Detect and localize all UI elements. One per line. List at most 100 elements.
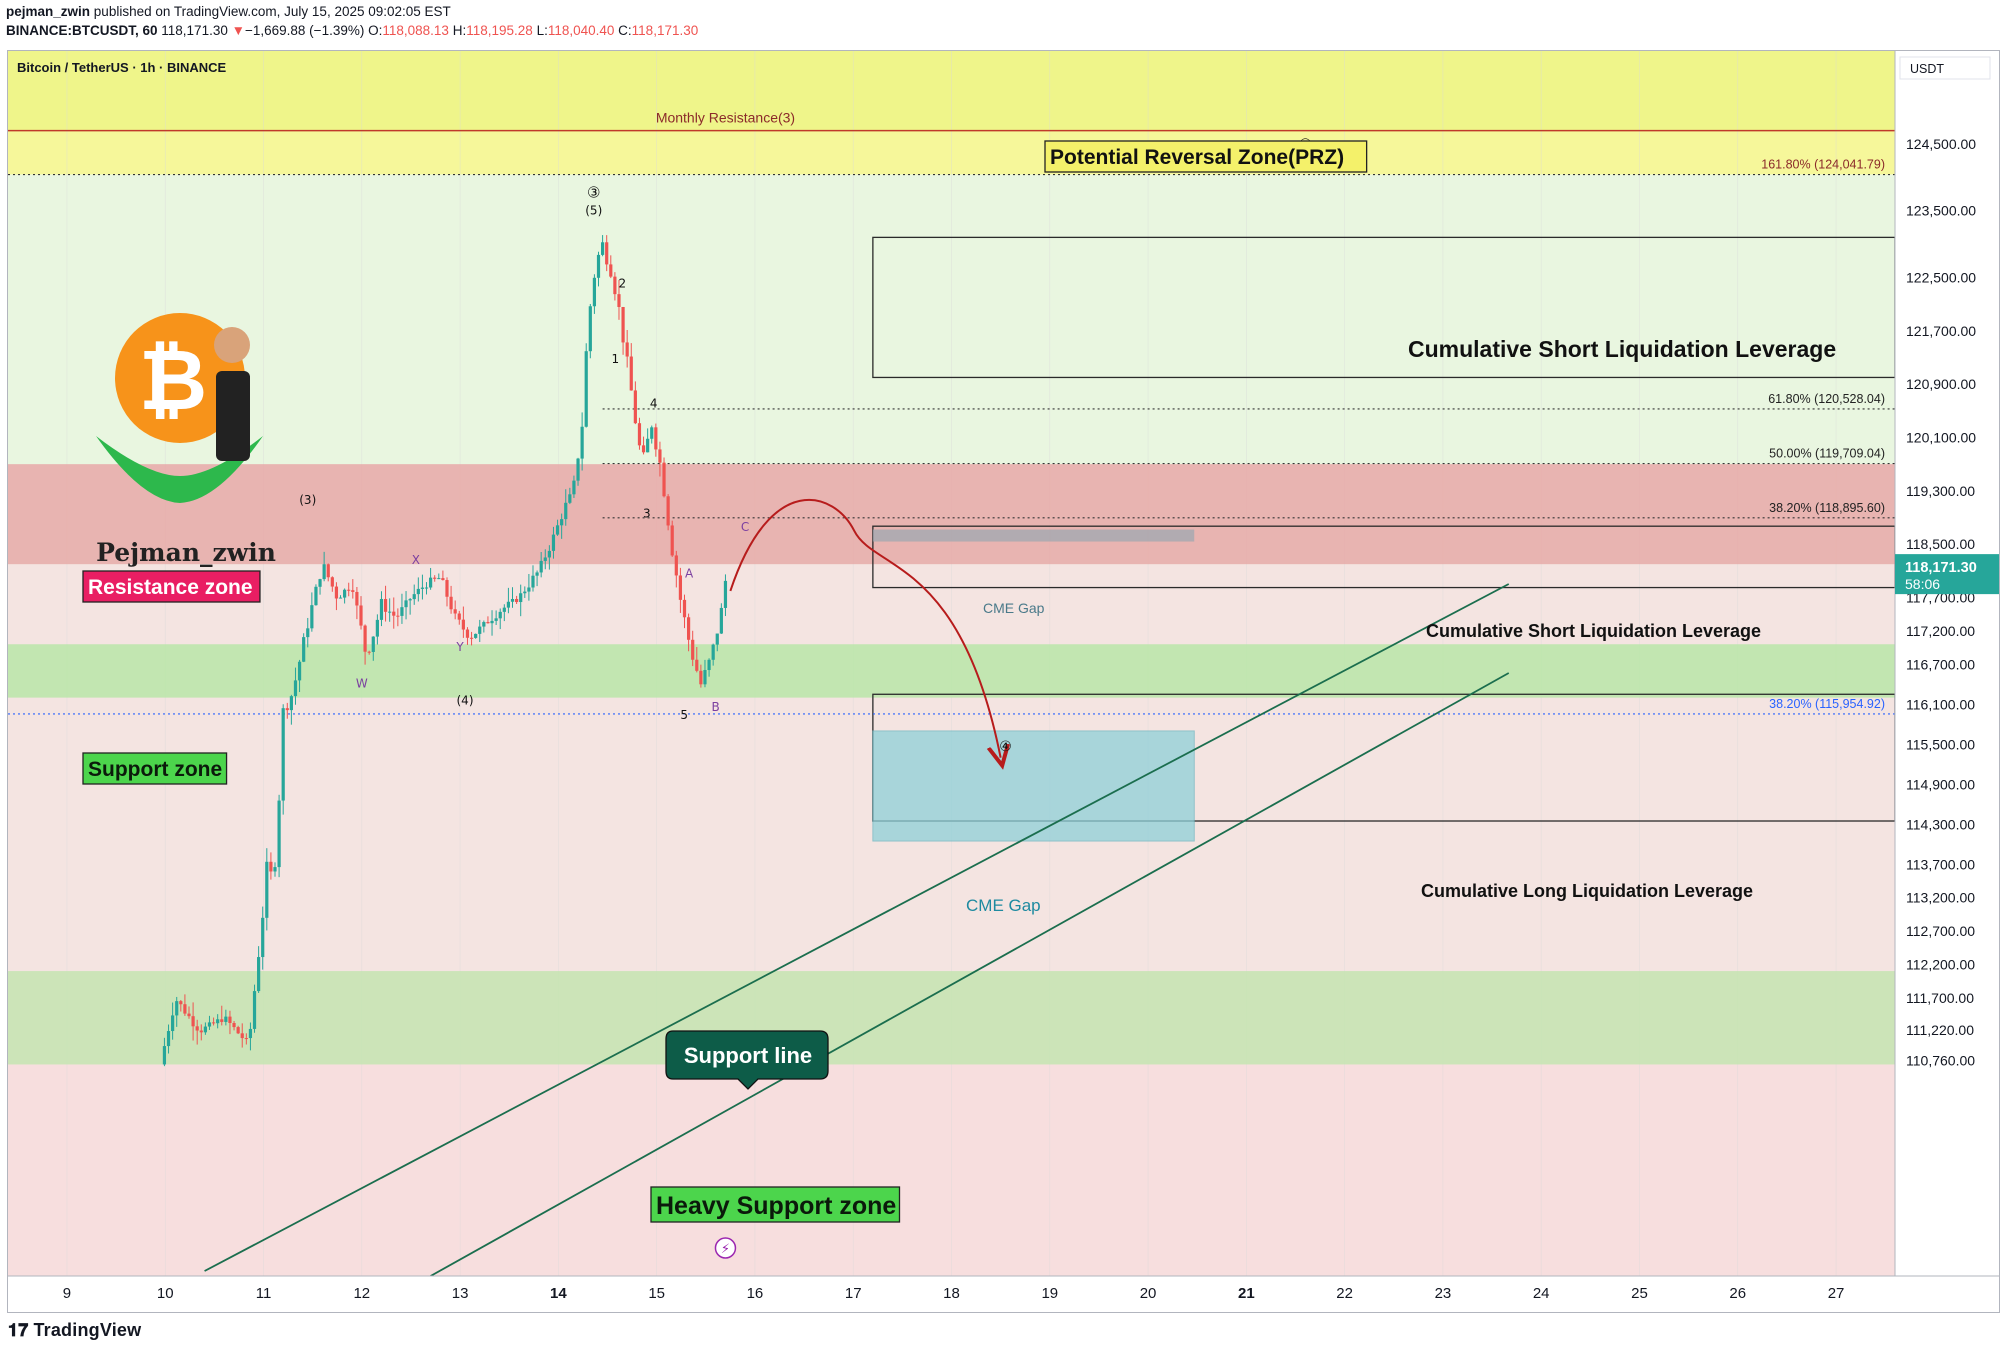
prz-label: Potential Reversal Zone(PRZ) bbox=[1050, 146, 1344, 169]
chart-frame[interactable]: Monthly Resistance(3) 161.80% (124,041.79… bbox=[7, 50, 2000, 1313]
candle-115 bbox=[633, 381, 637, 425]
y-tick-0: 124,500.00 bbox=[1906, 136, 1976, 152]
candle-body-114 bbox=[629, 356, 633, 391]
projection-arrow bbox=[729, 498, 1000, 758]
cme-gap-bottom bbox=[872, 730, 1195, 842]
candle-113 bbox=[625, 329, 629, 368]
candle-69 bbox=[445, 577, 449, 607]
candle-92 bbox=[539, 551, 543, 578]
logo-name: Pejman_zwin bbox=[96, 538, 276, 567]
logo-swoosh-icon bbox=[96, 436, 263, 503]
candle-12 bbox=[211, 1017, 216, 1026]
wave-label-5: 3 bbox=[643, 507, 651, 521]
candle-body-94 bbox=[547, 550, 551, 558]
candle-body-15 bbox=[224, 1016, 228, 1022]
candle-76 bbox=[474, 633, 478, 639]
candle-body-71 bbox=[453, 609, 457, 614]
candle-body-69 bbox=[445, 580, 449, 597]
x-tick-0: 9 bbox=[63, 1285, 71, 1302]
candle-135 bbox=[715, 633, 719, 652]
candle-body-53 bbox=[379, 598, 384, 620]
wave-label-0: ③ bbox=[587, 183, 600, 201]
candle-45 bbox=[347, 582, 351, 597]
candle-20 bbox=[244, 1033, 248, 1045]
candle-4 bbox=[179, 1000, 183, 1012]
candle-body-120 bbox=[654, 427, 658, 450]
tradingview-logo-icon: 𝟏𝟕 bbox=[8, 1320, 29, 1340]
wave-label-4: 4 bbox=[650, 396, 658, 410]
candle-10 bbox=[203, 1022, 207, 1035]
fib-label-4: 38.20% (118,895.60) bbox=[1769, 501, 1885, 515]
candle-119 bbox=[650, 425, 654, 444]
countdown-label: 58:06 bbox=[1905, 576, 1940, 592]
candle-74 bbox=[465, 627, 470, 645]
candle-body-126 bbox=[678, 575, 683, 600]
candle-9 bbox=[199, 1024, 203, 1041]
candle-body-55 bbox=[388, 611, 392, 613]
candle-body-31 bbox=[289, 696, 293, 711]
tradingview-footer[interactable]: 𝟏𝟕 TradingView bbox=[8, 1320, 141, 1341]
candle-126 bbox=[678, 567, 683, 613]
candle-body-5 bbox=[183, 1004, 187, 1014]
chart-header: pejman_zwin published on TradingView.com… bbox=[6, 2, 698, 40]
resistance-zone-label: Resistance zone bbox=[88, 576, 253, 599]
y-tick-5: 120,100.00 bbox=[1906, 429, 1976, 445]
candle-122 bbox=[662, 457, 666, 498]
candle-26 bbox=[269, 852, 273, 880]
candle-100 bbox=[572, 475, 576, 498]
candle-49 bbox=[363, 624, 367, 665]
candle-47 bbox=[355, 586, 359, 620]
wave-label-9: C bbox=[741, 520, 749, 534]
candle-130 bbox=[695, 647, 699, 673]
price-chart[interactable]: Monthly Resistance(3) 161.80% (124,041.79… bbox=[8, 51, 2000, 1313]
candle-body-61 bbox=[412, 594, 416, 600]
candle-106 bbox=[596, 251, 601, 287]
candle-68 bbox=[441, 570, 445, 581]
x-tick-11: 20 bbox=[1140, 1285, 1157, 1302]
wave-label-12: W bbox=[356, 677, 368, 691]
candle-120 bbox=[654, 423, 658, 457]
candle-body-10 bbox=[203, 1026, 207, 1033]
candle-body-66 bbox=[433, 577, 437, 579]
candle-body-35 bbox=[306, 628, 310, 638]
candle-body-96 bbox=[555, 525, 560, 535]
candle-42 bbox=[334, 582, 339, 611]
candle-body-18 bbox=[236, 1027, 240, 1034]
candle-body-105 bbox=[592, 277, 597, 307]
author-name[interactable]: pejman_zwin bbox=[6, 4, 91, 19]
candle-105 bbox=[592, 274, 597, 314]
candle-11 bbox=[207, 1015, 212, 1030]
candle-body-32 bbox=[293, 680, 298, 697]
candle-body-57 bbox=[396, 615, 400, 617]
candle-102 bbox=[580, 412, 584, 471]
candle-body-16 bbox=[228, 1016, 232, 1024]
candle-29 bbox=[281, 704, 285, 815]
candle-body-26 bbox=[269, 861, 273, 872]
candle-body-12 bbox=[211, 1022, 216, 1024]
candle-body-136 bbox=[719, 607, 723, 634]
candle-body-134 bbox=[711, 644, 715, 660]
candle-body-59 bbox=[404, 600, 408, 608]
wave-label-6: 5 bbox=[680, 708, 688, 722]
y-tick-21: 110,760.00 bbox=[1906, 1052, 1975, 1068]
candle-124 bbox=[670, 520, 674, 557]
y-tick-14: 114,300.00 bbox=[1906, 816, 1975, 832]
candle-80 bbox=[490, 610, 494, 636]
candle-body-70 bbox=[449, 596, 453, 610]
candle-body-75 bbox=[469, 637, 474, 639]
y-tick-3: 121,700.00 bbox=[1906, 323, 1976, 339]
candle-94 bbox=[547, 545, 551, 570]
candle-body-43 bbox=[338, 597, 343, 599]
lightning-icon: ⚡ bbox=[721, 1242, 730, 1257]
prz-label-box bbox=[1044, 140, 1368, 173]
support-zone-label-box bbox=[82, 752, 228, 785]
candle-body-25 bbox=[265, 861, 269, 918]
open-label: O: bbox=[368, 23, 383, 38]
candle-128 bbox=[686, 613, 691, 652]
candle-body-34 bbox=[302, 637, 306, 662]
candle-body-29 bbox=[281, 708, 285, 801]
candle-96 bbox=[555, 519, 560, 536]
candle-body-131 bbox=[699, 670, 703, 685]
candle-body-78 bbox=[482, 622, 486, 627]
candle-36 bbox=[310, 592, 314, 632]
